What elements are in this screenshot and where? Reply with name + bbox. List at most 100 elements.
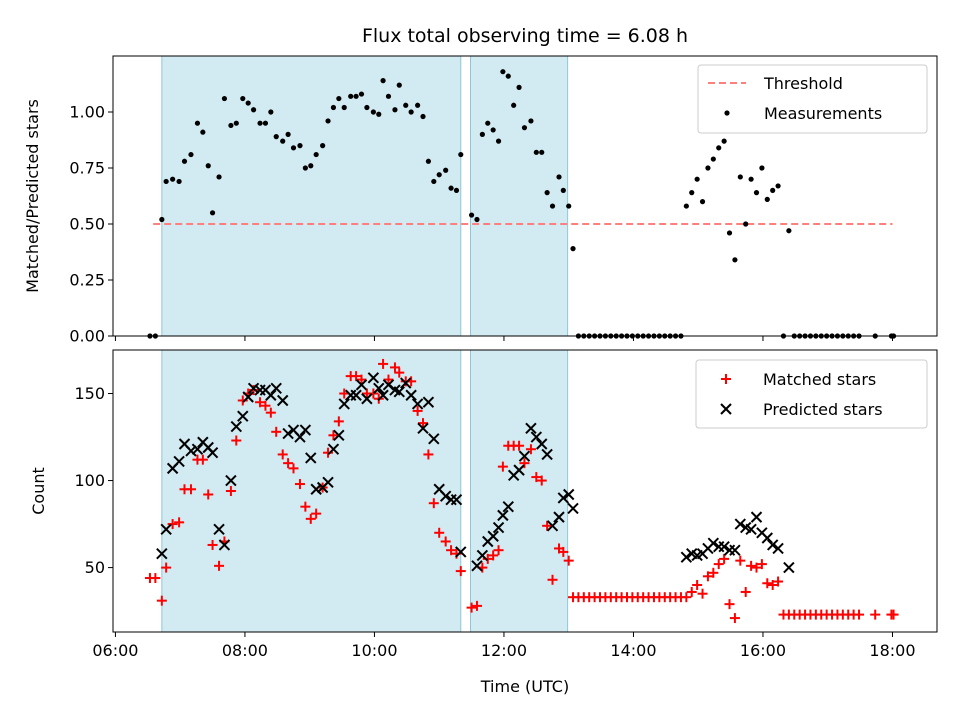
predicted-star-point: [225, 474, 237, 487]
top-shaded-intervals: [161, 55, 569, 337]
predicted-star-point: [373, 382, 385, 395]
matched-star-point: [150, 573, 161, 584]
predicted-star-point: [338, 398, 350, 410]
predicted-star-point: [160, 523, 172, 536]
measurement-point: [770, 187, 776, 193]
measurement-point: [415, 102, 421, 108]
matched-star-point: [519, 458, 530, 469]
measurement-point: [732, 257, 738, 263]
measurement-point: [273, 134, 279, 140]
matched-star-point: [735, 555, 746, 566]
measurement-point: [764, 196, 770, 202]
matched-star-point: [423, 449, 434, 460]
legend-matched-label: Matched stars: [763, 370, 876, 389]
matched-star-point: [368, 388, 379, 399]
measurement-point: [403, 102, 409, 108]
measurement-point: [268, 109, 274, 115]
predicted-star-point: [455, 546, 467, 558]
matched-star-point: [412, 405, 423, 416]
matched-star-point: [746, 560, 757, 571]
matched-star-point: [854, 609, 865, 620]
y-tick-label: 0.75: [69, 159, 105, 178]
x-tick-label: 18:00: [869, 641, 915, 660]
predicted-star-point: [173, 455, 185, 468]
predicted-star-point: [492, 521, 505, 534]
predicted-star-point: [734, 518, 747, 530]
predicted-star-point: [156, 547, 168, 560]
measurement-point: [392, 107, 398, 113]
matched-star-point: [161, 562, 172, 573]
y-tick-label: 100: [74, 471, 105, 490]
matched-star-point: [294, 479, 305, 490]
matched-star-point: [756, 559, 767, 570]
measurement-point: [521, 125, 528, 131]
matched-star-point: [356, 374, 367, 385]
matched-star-point: [323, 447, 334, 458]
measurement-point: [221, 95, 228, 102]
matched-star-point: [681, 592, 692, 603]
matched-star-points: [144, 358, 899, 624]
measurement-point: [710, 156, 716, 162]
predicted-star-point: [530, 431, 543, 443]
measurement-point: [376, 111, 382, 117]
measurement-point: [240, 95, 246, 102]
measurement-point: [436, 172, 442, 178]
bottom-x-axis: 06:00 08:00 10:00 12:00 14:00 16:00 18:00: [92, 632, 916, 660]
bottom-shaded-intervals: [161, 349, 569, 633]
y-tick-label: 1.00: [69, 103, 105, 122]
matched-star-point: [542, 520, 553, 531]
measurement-point: [370, 109, 376, 115]
measurement-point: [209, 210, 216, 216]
measurement-point: [159, 216, 165, 223]
predicted-star-point: [541, 448, 553, 461]
predicted-star-point: [206, 446, 219, 459]
predicted-star-point: [471, 560, 483, 572]
predicted-star-point: [476, 549, 489, 562]
matched-star-point: [351, 371, 362, 382]
predicted-star-point: [411, 398, 424, 410]
measurement-point: [262, 120, 269, 126]
x-tick-label: 08:00: [222, 641, 268, 660]
measurement-point: [341, 104, 347, 111]
predicted-star-points: [156, 372, 795, 574]
measurement-point: [330, 104, 337, 111]
matched-star-point: [708, 567, 719, 578]
bottom-legend: Matched stars Predicted stars: [695, 359, 928, 429]
measurement-point: [353, 93, 359, 99]
measurement-point: [775, 183, 781, 189]
predicted-star-point: [783, 561, 795, 574]
legend-predicted-swatch: [720, 403, 732, 415]
measurement-point: [490, 127, 496, 133]
predicted-star-point: [513, 464, 525, 476]
matched-star-point: [719, 553, 730, 564]
measurement-point: [705, 165, 711, 171]
shaded-interval-2: [469, 55, 569, 337]
y-tick-label: 0.00: [69, 327, 105, 346]
bottom-y-axis: 50 100 150: [74, 384, 113, 577]
top-panel: 0.00 0.25 0.50 0.75 1.00 Flux total observin…: [23, 25, 938, 346]
predicted-star-point: [185, 445, 197, 457]
matched-star-point: [531, 472, 542, 483]
matched-star-point: [773, 576, 784, 587]
matched-star-point: [692, 580, 703, 590]
predicted-star-point: [525, 422, 537, 435]
matched-star-point: [378, 358, 389, 369]
predicted-star-point: [761, 532, 773, 544]
matched-star-point: [888, 609, 899, 620]
predicted-star-point: [518, 450, 531, 462]
measurement-point: [176, 178, 182, 185]
measurement-point: [302, 165, 308, 171]
measurement-point: [163, 178, 169, 185]
measurement-point: [358, 91, 365, 97]
top-x-axis: [114, 336, 893, 341]
matched-star-point: [271, 426, 282, 437]
matched-star-point: [197, 454, 208, 465]
measurement-point: [479, 131, 485, 137]
matched-star-point: [237, 395, 248, 406]
matched-star-point: [383, 374, 394, 385]
x-tick-label: 14:00: [610, 641, 656, 660]
matched-star-point: [389, 362, 400, 373]
measurement-point: [385, 93, 392, 99]
top-legend: Threshold Measurements: [697, 64, 928, 134]
matched-star-point: [558, 546, 569, 557]
